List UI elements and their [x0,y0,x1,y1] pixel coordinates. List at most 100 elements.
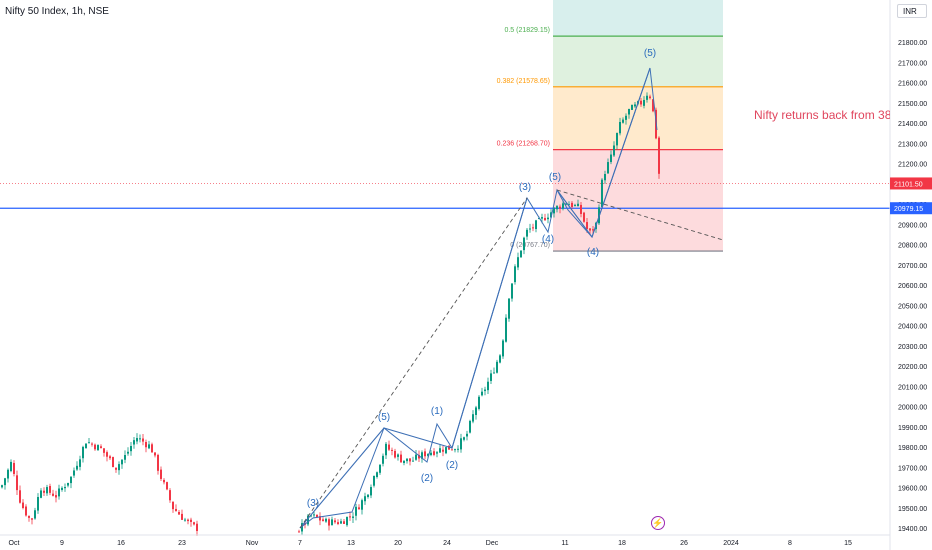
candle-body [31,518,33,520]
price-label-bg [890,177,932,190]
candle-body [388,444,390,450]
time-tick: Nov [246,540,259,547]
wave-main [299,67,651,529]
candle-body [403,460,405,464]
candle-body [37,496,39,511]
wave-label: (1) [431,406,443,417]
fib-label-0.382: 0.382 (21578.65) [497,78,550,85]
candle-body [529,228,531,230]
candle-body [583,212,585,222]
candle-body [559,206,561,209]
candle-body [418,455,420,459]
candle-body [184,519,186,521]
elliott-waves: (3) (5) (1) (2) (2) (3) (5) (4) (4) (5) [299,48,724,529]
candle-body [544,217,546,221]
candle-body [385,443,387,456]
currency-button[interactable]: INR [897,4,927,18]
candle-body [400,454,402,463]
price-tick: 21700.00 [898,60,927,67]
price-labels: 21101.50 20979.15 [890,177,932,215]
candle-body [64,486,66,489]
time-tick: 11 [561,540,568,547]
candle-body [190,519,192,522]
candle-body [346,516,348,526]
candle-body [580,204,582,214]
candle-body [427,453,429,456]
candle-body [391,449,393,451]
price-label: 21101.50 [894,181,923,188]
candle-body [487,381,489,391]
fib-zone-05 [553,36,723,87]
wave-label: (3) [307,498,319,509]
candle-body [325,518,327,522]
candle-body [46,487,48,494]
candle-body [397,454,399,457]
candle-body [364,496,366,502]
candle-body [118,464,120,471]
price-tick: 21300.00 [898,141,927,148]
fib-lines: 0.5 (21829.15) 0.382 (21578.65) 0.236 (212… [0,27,890,252]
candle-body [70,476,72,484]
price-tick: 20000.00 [898,405,927,412]
price-tick: 19500.00 [898,506,927,513]
candle-body [34,510,36,519]
chart-title: Nifty 50 Index, 1h, NSE [5,6,109,17]
price-tick: 19800.00 [898,445,927,452]
candle-body [19,490,21,503]
candle-body [4,478,6,486]
wave-label: (2) [421,473,433,484]
candle-body [439,448,441,453]
candle-body [22,502,24,508]
candle-body [538,217,540,219]
candle-body [157,454,159,471]
price-tick: 20100.00 [898,384,927,391]
candle-body [406,458,408,462]
candle-body [415,454,417,460]
price-tick: 19700.00 [898,465,927,472]
candle-body [640,100,642,105]
time-tick: 15 [844,540,852,547]
candle-body [94,444,96,450]
wave-label: (5) [549,172,561,183]
candle-body [601,179,603,208]
candle-body [370,487,372,496]
fib-label-0.5: 0.5 (21829.15) [504,27,550,34]
candle-body [610,154,612,163]
candle-body [463,437,465,440]
candle-body [172,501,174,510]
candle-body [169,490,171,501]
price-tick: 20300.00 [898,344,927,351]
candle-body [499,355,501,363]
candle-body [148,444,150,449]
candle-body [154,452,156,456]
candle-body [334,520,336,523]
candle-body [412,460,414,462]
candle-body [187,519,189,522]
candle-body [505,317,507,342]
candle-body [547,217,549,220]
time-tick: 2024 [723,540,739,547]
candle-body [607,162,609,174]
candle-body [604,174,606,181]
annotation-text: Nifty returns back from 38 [754,108,890,122]
fib-zone-top [553,0,723,37]
candle-body [571,202,573,207]
candle-body [352,516,354,518]
candle-body [442,449,444,452]
candle-body [52,493,54,496]
price-tick: 21800.00 [898,40,927,47]
wave-label: (4) [542,234,554,245]
price-tick: 20800.00 [898,243,927,250]
candle-body [466,433,468,437]
candle-body [409,458,411,462]
candle-body [358,507,360,510]
candle-body [457,448,459,450]
candle-body [373,475,375,486]
candle-body [622,119,624,123]
candle-body [469,420,471,433]
candle-body [79,459,81,467]
candle-body [166,482,168,490]
lightning-icon[interactable]: ⚡ [651,516,665,530]
candle-body [619,121,621,134]
